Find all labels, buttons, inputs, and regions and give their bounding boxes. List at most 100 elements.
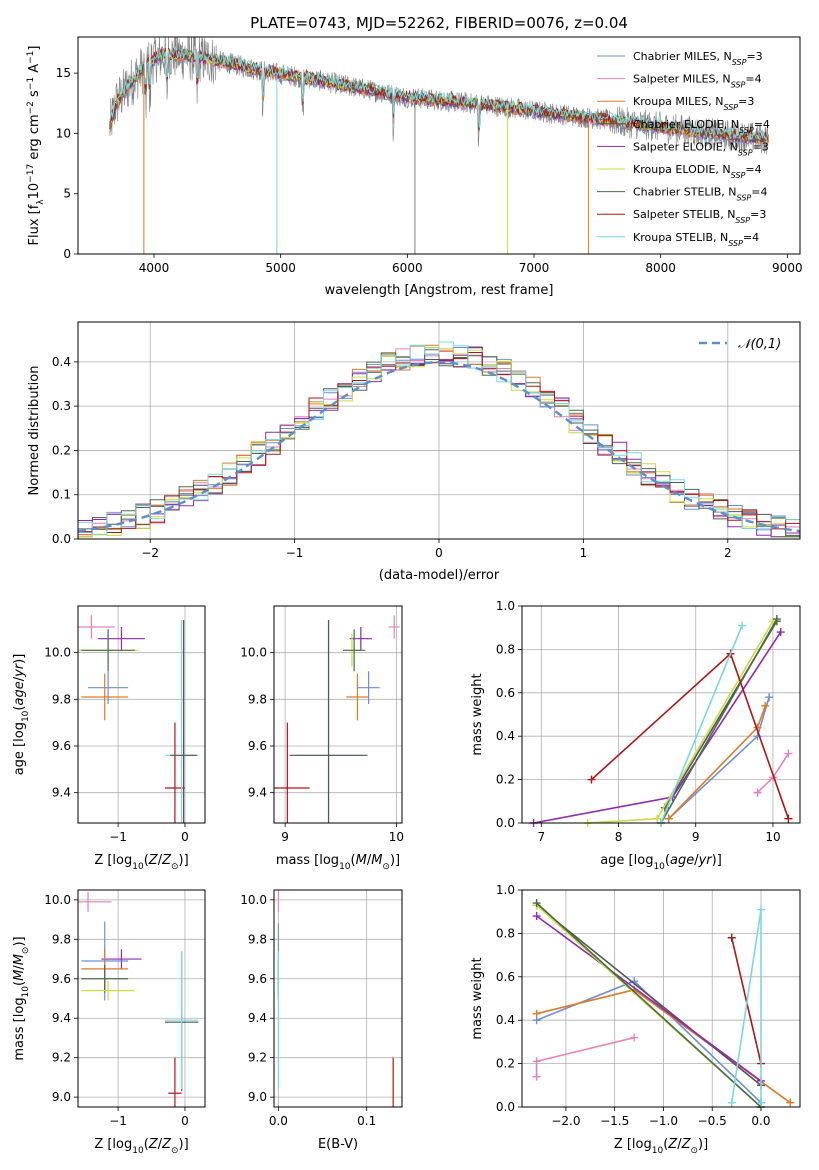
plus-marker [786, 1098, 795, 1107]
data-point [168, 1057, 182, 1107]
x-tick-label: 10 [389, 830, 404, 844]
weight-line [660, 625, 743, 823]
y-tick-label: 0.0 [496, 1100, 515, 1114]
y-tick-label: 1.0 [496, 599, 515, 613]
plus-marker [776, 628, 785, 637]
y-tick-label: 0.8 [496, 642, 515, 656]
mass-vs-ebv-panel: 0.0 0.1 9.0 9.2 9.4 9.6 9.8 10.0 E(B-V) [240, 889, 403, 1152]
x-tick-label: 7000 [519, 261, 550, 275]
x-tick-label: 9 [692, 830, 700, 844]
mass-vs-Z-panel: −1 0 9.0 9.2 9.4 9.6 9.8 10.0 Z [log10(Z/Z⊙)] mas… [12, 889, 206, 1156]
axes-frame [77, 605, 206, 824]
x-tick-label: 8 [615, 830, 623, 844]
data-point [81, 629, 135, 672]
x-tick-label: −1.0 [649, 1114, 678, 1128]
y-tick-label: 10.0 [240, 893, 267, 907]
histogram-step [78, 341, 800, 535]
x-tick-label: 0.1 [357, 1114, 376, 1128]
plus-marker [761, 701, 770, 710]
x-tick-label: 1 [580, 546, 588, 560]
data-point [274, 722, 310, 823]
x-tick-label: 6000 [392, 261, 423, 275]
data-point [78, 891, 112, 912]
plus-marker [532, 899, 541, 908]
data-point [81, 673, 129, 721]
x-tick-label: 9 [281, 830, 289, 844]
y-tick-label: 0.3 [52, 399, 71, 413]
plus-marker [630, 1033, 639, 1042]
data-point [289, 620, 368, 823]
legend-label: Chabrier MILES, NSSP=3 [633, 50, 763, 67]
x-tick-label: 10 [765, 830, 780, 844]
legend-label: Chabrier ELODIE, NSSP=4 [633, 118, 770, 135]
weight-vs-age-panel: 7 8 9 10 0.0 0.2 0.4 0.6 0.8 1.0 age [log10(age/yr… [470, 599, 801, 872]
gaussian-curve [78, 361, 800, 533]
y-tick-label: 10.0 [44, 893, 71, 907]
age-vs-Z-panel: −1 0 9.4 9.6 9.8 10.0 Z [log10(Z/Z⊙)] age [log1… [12, 605, 206, 872]
axes-frame [77, 321, 801, 540]
plus-marker [772, 615, 781, 624]
legend-label: Kroupa ELODIE, NSSP=4 [633, 163, 762, 180]
x-tick-label: −0.5 [698, 1114, 727, 1128]
y-tick-label: 0.0 [52, 532, 71, 546]
x-tick-label: 0.0 [751, 1114, 770, 1128]
data-point [81, 964, 129, 993]
y-axis-label: age [log10(age/yr)] [12, 654, 31, 776]
x-tick-label: −1 [109, 830, 127, 844]
plus-marker [765, 693, 774, 702]
plus-marker [532, 1072, 541, 1081]
y-tick-label: 9.6 [52, 739, 71, 753]
x-tick-label: 5000 [265, 261, 296, 275]
weight-line [660, 618, 778, 823]
y-axis-label: Flux [fλ10−17 erg cm−2 s−1 A−1] [26, 46, 46, 246]
plus-marker [587, 775, 596, 784]
legend-label: Salpeter MILES, NSSP=4 [633, 73, 762, 90]
axes-frame [521, 889, 801, 1108]
y-tick-label: 0.6 [496, 970, 515, 984]
weight-line [536, 915, 762, 1082]
y-tick-label: 9.2 [52, 1051, 71, 1065]
data-point [98, 627, 145, 651]
weight-vs-Z-panel: −2.0 −1.5 −1.0 −0.5 0.0 0.0 0.2 0.4 0.6 0.8 1.0 Z [… [470, 883, 801, 1156]
x-axis-label: (data-model)/error [379, 568, 500, 583]
y-tick-label: 9.6 [52, 972, 71, 986]
y-tick-label: 0.2 [52, 443, 71, 457]
y-tick-label: 9.8 [248, 932, 267, 946]
data-point [357, 671, 380, 704]
y-tick-label: 9.8 [52, 932, 71, 946]
x-axis-label: mass [log10(M/M⊙)] [276, 853, 400, 872]
age-vs-mass-grid [274, 606, 402, 823]
y-tick-label: 9.4 [248, 786, 267, 800]
weight-line [536, 902, 762, 1107]
y-tick-label: 0.4 [496, 1013, 515, 1027]
residuals-panel: −2 −1 0 1 2 0.0 0.1 0.2 0.3 0.4 𝒩(0,1) (data-model)… [27, 321, 801, 583]
y-tick-label: 9.8 [52, 692, 71, 706]
legend-label: Salpeter ELODIE, NSSP=3 [633, 140, 769, 157]
legend-label: Salpeter STELIB, NSSP=3 [633, 208, 766, 225]
y-tick-label: 9.2 [248, 1051, 267, 1065]
plus-marker [532, 1057, 541, 1066]
y-tick-label: 0.2 [496, 773, 515, 787]
y-tick-label: 0.0 [496, 816, 515, 830]
y-tick-label: 9.4 [248, 1011, 267, 1025]
x-tick-label: 8000 [645, 261, 676, 275]
data-point [388, 615, 400, 639]
axes-frame [521, 605, 801, 824]
y-tick-label: 9.0 [248, 1090, 267, 1104]
data-point [164, 951, 199, 1090]
x-tick-label: 2 [724, 546, 732, 560]
y-tick-label: 10 [56, 126, 71, 140]
axes-frame [77, 36, 801, 255]
plus-marker [664, 814, 673, 823]
y-tick-label: 0.4 [496, 729, 515, 743]
y-axis-label: mass weight [470, 957, 485, 1039]
data-point [346, 673, 369, 721]
y-tick-label: 1.0 [496, 883, 515, 897]
axes-frame [77, 889, 206, 1108]
axes-frame [273, 889, 403, 1108]
plus-marker [784, 749, 793, 758]
x-axis-label: wavelength [Angstrom, rest frame] [325, 283, 554, 298]
plus-marker [532, 1009, 541, 1018]
age-vs-mass-panel: 9 10 9.4 9.6 9.8 10.0 mass [log10(M/M⊙)] [240, 605, 404, 872]
